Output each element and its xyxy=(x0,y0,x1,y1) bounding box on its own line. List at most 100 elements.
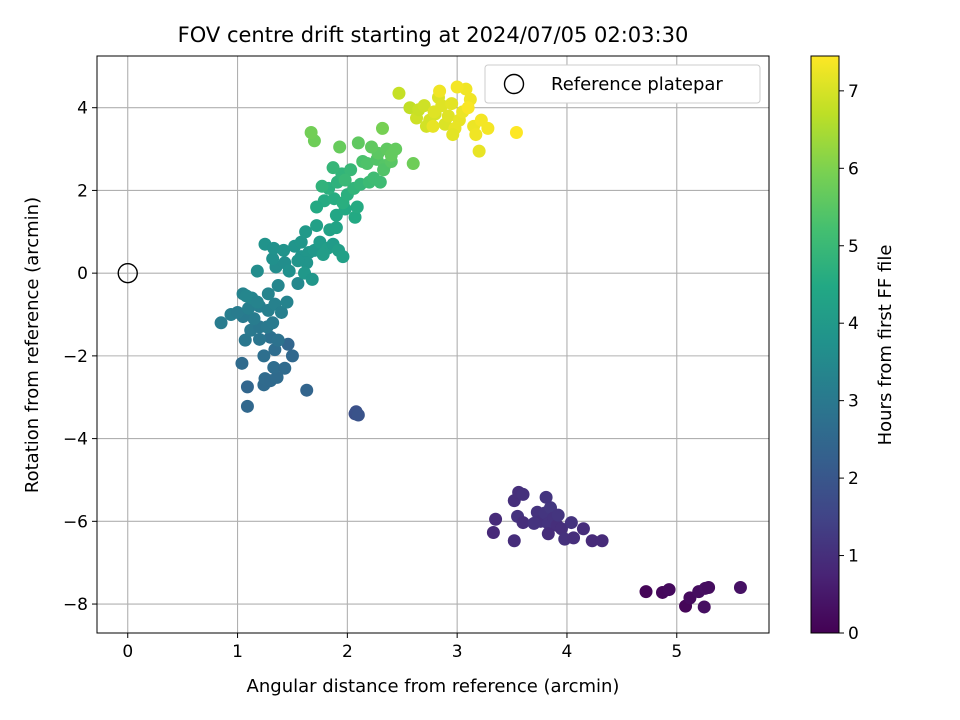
data-point xyxy=(253,332,267,346)
colorbar-gradient xyxy=(810,55,840,634)
x-axis-label: Angular distance from reference (arcmin) xyxy=(247,676,620,697)
x-axis-ticks: 0 1 2 3 4 5 xyxy=(122,633,682,662)
colorbar-tick-label: 0 xyxy=(848,624,859,644)
data-point xyxy=(697,600,711,614)
data-point xyxy=(461,101,475,115)
y-tick-label: −8 xyxy=(63,595,88,615)
data-point xyxy=(360,157,374,171)
data-point xyxy=(445,97,459,111)
data-point xyxy=(247,312,261,326)
data-point xyxy=(257,349,271,363)
plot-frame xyxy=(96,55,770,634)
y-axis-ticks: −8 −6 −4 −2 0 2 4 xyxy=(63,99,97,615)
data-point xyxy=(344,163,358,177)
data-point xyxy=(239,289,253,303)
data-point xyxy=(281,337,295,351)
data-point xyxy=(231,305,245,319)
colorbar-tick-label: 3 xyxy=(848,392,859,412)
legend-entry-label: Reference platepar xyxy=(551,74,723,95)
data-point xyxy=(733,581,747,595)
data-point xyxy=(576,522,590,536)
data-point xyxy=(315,179,329,193)
data-point xyxy=(375,121,389,135)
data-point xyxy=(433,84,447,98)
data-point xyxy=(336,250,350,264)
plot-background xyxy=(97,56,769,633)
data-point xyxy=(285,349,299,363)
data-point xyxy=(277,243,291,257)
data-point xyxy=(426,119,440,133)
data-point xyxy=(333,140,347,154)
data-point xyxy=(310,200,324,214)
data-point xyxy=(240,380,254,394)
data-point xyxy=(271,279,285,293)
legend-box xyxy=(484,64,761,104)
data-points xyxy=(214,80,747,614)
data-point xyxy=(392,86,406,100)
data-point xyxy=(662,583,676,597)
data-point xyxy=(351,136,365,150)
data-point xyxy=(267,241,281,255)
data-point xyxy=(417,99,431,113)
colorbar-label: Hours from first FF file xyxy=(875,245,896,446)
data-point xyxy=(240,399,254,413)
data-point xyxy=(564,516,578,530)
data-point xyxy=(509,126,523,140)
y-tick-label: −4 xyxy=(63,430,88,450)
colorbar-tick-label: 2 xyxy=(848,469,859,489)
data-point xyxy=(274,305,288,319)
data-point xyxy=(271,333,285,347)
data-point xyxy=(486,525,500,539)
data-point xyxy=(441,109,455,123)
data-point xyxy=(406,157,420,171)
data-point xyxy=(291,276,305,290)
data-point xyxy=(214,316,228,330)
data-point xyxy=(238,333,252,347)
data-point xyxy=(585,534,599,548)
colorbar-tick-label: 1 xyxy=(848,547,859,567)
data-point xyxy=(389,142,403,156)
legend: Reference platepar xyxy=(484,64,761,104)
colorbar-tick-label: 7 xyxy=(848,82,859,102)
data-point xyxy=(507,534,521,548)
data-point xyxy=(316,248,330,262)
x-tick-label: 5 xyxy=(671,642,682,662)
x-tick-label: 0 xyxy=(122,642,133,662)
data-point xyxy=(541,527,555,541)
data-point xyxy=(351,408,365,422)
data-point xyxy=(446,128,460,142)
data-point xyxy=(299,225,313,239)
data-point xyxy=(481,121,495,135)
legend-marker-icon xyxy=(503,73,525,95)
data-point xyxy=(373,175,387,189)
data-point xyxy=(516,516,530,530)
colorbar-tick-label: 6 xyxy=(848,159,859,179)
data-point xyxy=(554,522,568,536)
data-point xyxy=(294,235,308,249)
data-point xyxy=(639,585,653,599)
data-point xyxy=(250,264,264,278)
x-tick-label: 4 xyxy=(562,642,573,662)
data-point xyxy=(282,264,296,278)
data-point xyxy=(567,531,581,545)
data-point xyxy=(280,295,294,309)
data-point xyxy=(469,128,483,142)
y-axis-label: Rotation from reference (arcmin) xyxy=(22,197,43,493)
data-point xyxy=(338,173,352,187)
reference-marker xyxy=(117,262,138,284)
data-point xyxy=(539,490,553,504)
x-tick-label: 3 xyxy=(452,642,463,662)
data-point xyxy=(261,287,275,301)
plot-area: 0 1 2 3 4 5 −8 −6 −4 −2 0 2 4 xyxy=(63,55,770,662)
data-point xyxy=(350,200,364,214)
colorbar-tick-label: 5 xyxy=(848,237,859,257)
x-tick-label: 2 xyxy=(342,642,353,662)
data-point xyxy=(702,581,716,595)
data-point xyxy=(278,361,292,375)
data-point xyxy=(489,512,503,526)
data-point xyxy=(270,370,284,384)
data-point xyxy=(267,360,281,374)
data-point xyxy=(250,295,264,309)
chart-title: FOV centre drift starting at 2024/07/05 … xyxy=(178,23,689,47)
y-tick-label: −6 xyxy=(63,512,88,532)
